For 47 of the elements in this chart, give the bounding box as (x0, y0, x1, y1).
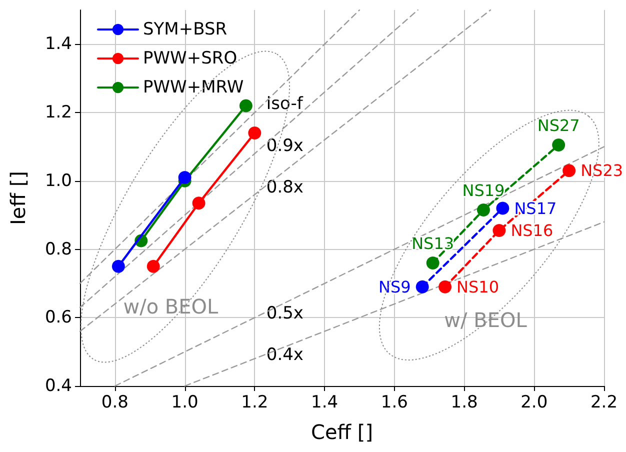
x-tick-label: 0.8 (101, 392, 128, 412)
x-tick-label: 1.2 (241, 392, 268, 412)
point (492, 224, 506, 237)
x-tick-label: 1.8 (450, 392, 478, 412)
x-tick-label: 2.2 (590, 392, 618, 412)
data-label: NS10 (456, 277, 500, 296)
point (552, 138, 566, 152)
data-label: NS13 (412, 234, 454, 253)
x-tick-label: 2.0 (520, 392, 548, 412)
data-label: NS19 (462, 180, 505, 200)
series-label: 0.8x (266, 178, 304, 198)
annotation: w/ BEOL (444, 308, 528, 332)
series-label: iso-f (266, 94, 304, 114)
x-axis-title: Ceff [] (310, 420, 374, 444)
point (562, 164, 576, 178)
point (192, 196, 206, 210)
series-label: 0.5x (266, 303, 304, 324)
x-tick-label: 1.4 (311, 392, 338, 412)
legend-label: PWW+SRO (143, 48, 238, 68)
point (476, 203, 490, 216)
y-tick-label: 1.4 (44, 34, 72, 54)
y-tick-label: 0.4 (44, 376, 72, 396)
data-label: NS23 (580, 161, 624, 180)
point (239, 99, 252, 112)
point (416, 280, 429, 294)
y-tick-label: 0.8 (44, 239, 72, 260)
data-label: NS27 (537, 116, 580, 136)
series-label: 0.4x (266, 345, 304, 366)
series-label: 0.9x (266, 136, 304, 156)
point (496, 202, 510, 215)
point (438, 280, 452, 294)
data-label: NS9 (378, 277, 411, 296)
point (112, 260, 125, 273)
point (146, 260, 160, 273)
point (248, 126, 262, 140)
y-tick-label: 1.0 (44, 170, 72, 191)
annotation: w/o BEOL (123, 294, 220, 319)
y-tick-label: 1.2 (44, 102, 72, 123)
legend-label: PWW+MRW (143, 78, 244, 98)
x-tick-label: 1.0 (171, 392, 198, 412)
legend-label: SYM+BSR (143, 20, 228, 40)
y-tick-label: 0.6 (44, 308, 72, 328)
x-tick-label: 1.6 (380, 392, 408, 412)
data-label: NS16 (510, 220, 554, 240)
y-axis-title: Ieff [] (6, 171, 30, 225)
point (426, 256, 440, 270)
point (178, 170, 192, 184)
